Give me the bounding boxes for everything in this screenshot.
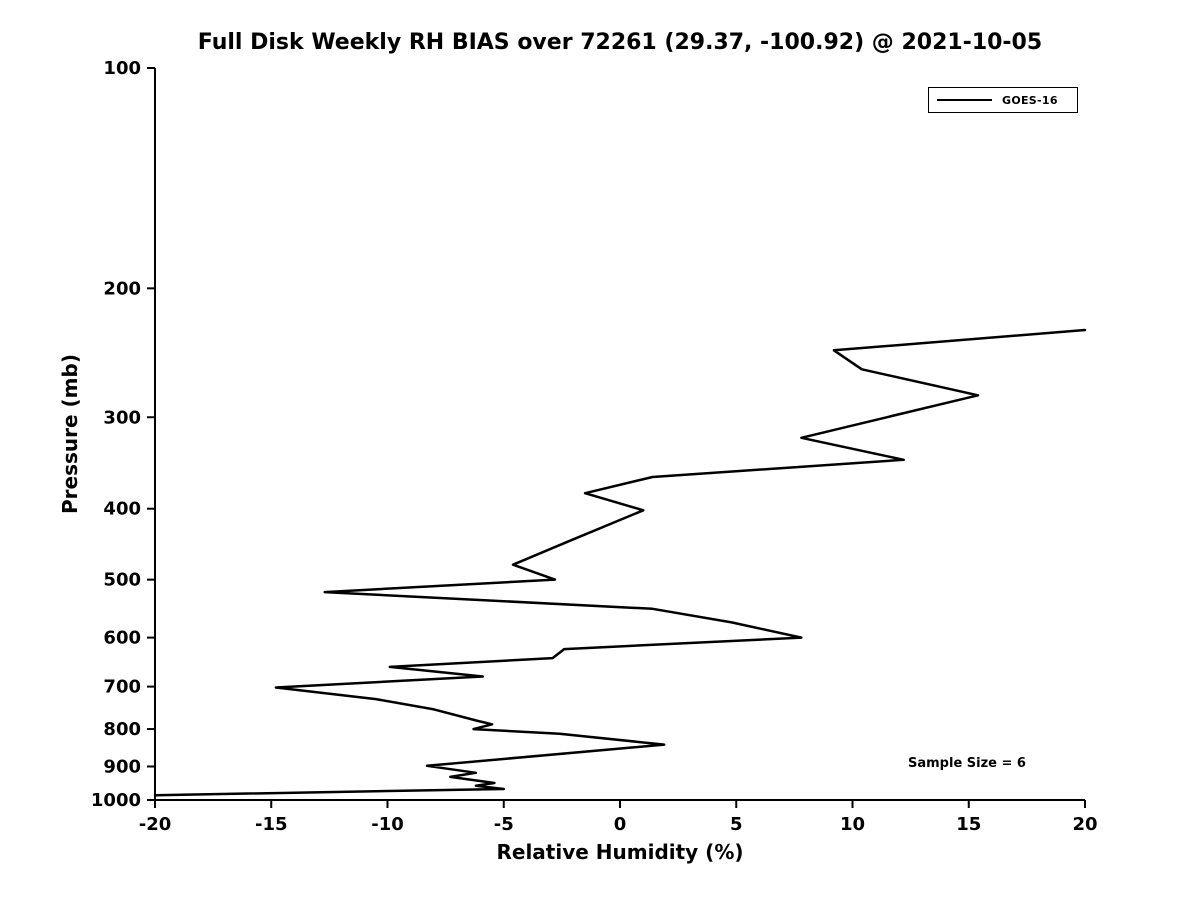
x-tick-label: -20 [139, 814, 172, 835]
x-tick-label: 0 [614, 814, 627, 835]
legend-line-sample [937, 99, 992, 101]
data-line-goes-16 [153, 328, 1087, 797]
legend: GOES-16 [928, 87, 1078, 113]
x-tick-label: 15 [956, 814, 981, 835]
y-tick-label: 500 [103, 570, 141, 591]
y-tick-label: 1000 [91, 790, 141, 811]
y-tick-label: 200 [103, 278, 141, 299]
y-tick-label: 700 [103, 677, 141, 698]
x-tick-label: -5 [494, 814, 514, 835]
x-tick-label: -15 [255, 814, 288, 835]
x-tick-label: 20 [1072, 814, 1097, 835]
chart-title: Full Disk Weekly RH BIAS over 72261 (29.… [197, 30, 1043, 55]
y-tick-label: 600 [103, 628, 141, 649]
y-tick-label: 900 [103, 757, 141, 778]
y-tick-label: 100 [103, 58, 141, 79]
legend-label: GOES-16 [1002, 93, 1058, 107]
y-tick-label: 300 [103, 407, 141, 428]
sample-size-annotation: Sample Size = 6 [908, 756, 1026, 771]
x-tick-label: 5 [730, 814, 743, 835]
x-tick-label: -10 [371, 814, 404, 835]
x-axis-label: Relative Humidity (%) [496, 840, 744, 864]
y-tick-label: 400 [103, 499, 141, 520]
y-tick-label: 800 [103, 719, 141, 740]
x-tick-label: 10 [840, 814, 865, 835]
